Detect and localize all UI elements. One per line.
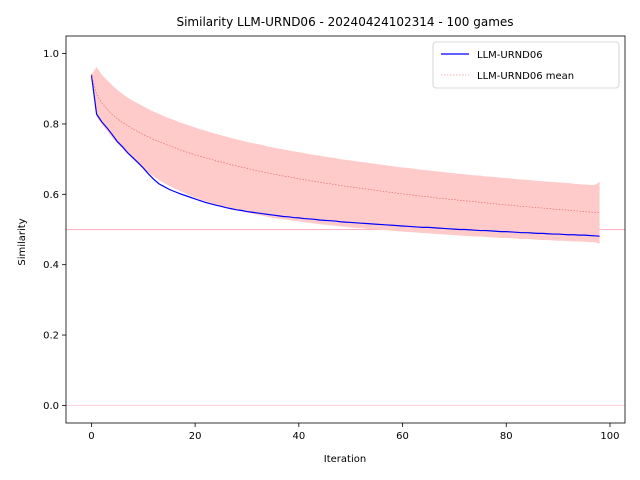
x-tick-label-3: 60	[396, 431, 409, 442]
y-tick-label-1: 0.2	[43, 331, 59, 342]
legend-box	[432, 41, 620, 89]
x-tick-label-0: 0	[88, 431, 94, 442]
axes: 0 20 40 60 80 100 0.0 0.2 0.4 0.6 0.8 1.0	[43, 35, 626, 442]
y-axis-label: Similarity	[17, 218, 28, 265]
y-tick-label-2: 0.4	[43, 260, 59, 271]
y-tick-label-0: 0.0	[43, 401, 59, 412]
series-line-0	[90, 74, 600, 237]
y-tick-label-4: 0.8	[43, 119, 59, 130]
x-axis-label: Iteration	[324, 454, 366, 465]
x-tick-label-4: 80	[500, 431, 513, 442]
series-line-1	[91, 74, 600, 213]
plot-frame	[65, 35, 626, 424]
legend-label-0: LLM-URND06	[477, 50, 543, 61]
x-tick-label-1: 20	[189, 431, 202, 442]
legend-label-1: LLM-URND06 mean	[477, 71, 574, 82]
confidence-band	[91, 66, 600, 244]
y-tick-label-5: 1.0	[43, 49, 59, 60]
x-tick-label-2: 40	[292, 431, 305, 442]
legend: LLM-URND06 LLM-URND06 mean	[432, 41, 620, 89]
x-tick-label-5: 100	[600, 431, 619, 442]
chart-title: Similarity LLM-URND06 - 20240424102314 -…	[176, 15, 513, 29]
plot-area	[66, 66, 625, 406]
y-tick-label-3: 0.6	[43, 190, 59, 201]
